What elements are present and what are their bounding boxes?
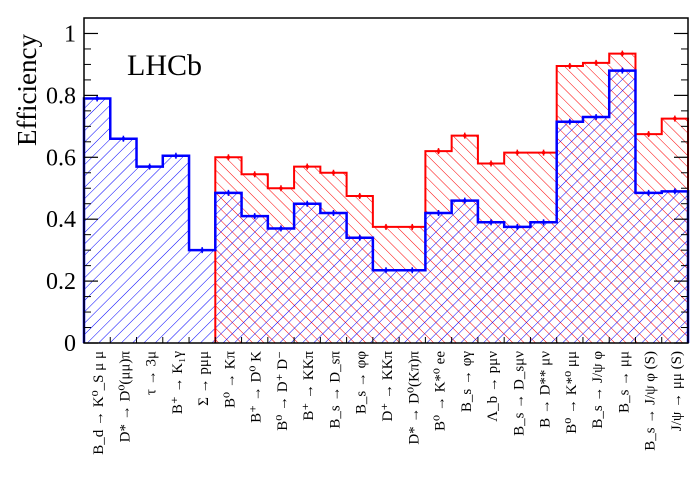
y-tick-label: 0.4 xyxy=(46,207,76,233)
x-tick-label: B_s → μμ xyxy=(616,351,632,413)
y-tick-label: 0.6 xyxy=(46,145,76,171)
red-bar-17 xyxy=(541,150,546,155)
x-tick-label: B → D** μν xyxy=(538,351,554,428)
x-tick-label: Λ_b → pμν xyxy=(485,351,501,422)
blue-bar-21 xyxy=(646,191,651,195)
blue-bar-13 xyxy=(436,211,441,215)
x-tick-label: B_s → J/ψ φ xyxy=(590,351,606,429)
red-bar-14 xyxy=(462,133,467,138)
blue-bar-17 xyxy=(541,220,546,225)
red-bar-18 xyxy=(568,64,572,68)
blue-bar-5 xyxy=(226,191,231,195)
y-tick-label: 0.8 xyxy=(46,83,76,109)
blue-bar-10 xyxy=(357,235,362,240)
red-bar-21 xyxy=(646,132,651,136)
blue-bar-16 xyxy=(515,225,520,229)
y-tick-label: 0.2 xyxy=(46,269,76,295)
x-tick-label: B⁰ → D⁺ D⁻ xyxy=(275,351,291,431)
y-tick-label: 1 xyxy=(64,21,76,47)
red-series-line xyxy=(214,52,689,343)
lhcb-label: LHCb xyxy=(127,49,202,82)
blue-bar-4 xyxy=(200,248,204,252)
red-bar-13 xyxy=(436,149,441,153)
blue-bar-20 xyxy=(620,68,625,73)
x-tick-label: D⁺ → KKπ xyxy=(380,351,396,422)
x-tick-label: Σ → pμμ xyxy=(196,351,212,406)
x-tick-label: B⁺ → K₁γ xyxy=(170,351,186,414)
x-tick-label: B⁺ → D⁰ K xyxy=(249,351,265,423)
x-tick-label: τ → 3μ xyxy=(144,351,160,395)
x-tick-label: B⁰ → Kπ xyxy=(222,351,238,408)
x-tick-label: B⁰ → K*⁰ ee xyxy=(433,351,449,431)
red-bar-5 xyxy=(226,155,231,160)
blue-bar-14 xyxy=(462,198,467,203)
x-tick-label: B_d → K⁰_S μ μ xyxy=(91,351,107,455)
blue-bar-9 xyxy=(331,211,336,215)
x-tick-label: B_s → φγ xyxy=(459,351,475,412)
red-bar-6 xyxy=(252,172,257,177)
x-tick-label: J/ψ → μμ (S) xyxy=(669,351,685,431)
blue-bar-6 xyxy=(252,214,257,218)
red-bar-12 xyxy=(410,225,415,229)
red-bar-10 xyxy=(357,194,362,198)
x-tick-label: B_s → J/ψ φ (S) xyxy=(643,351,659,451)
red-bar-11 xyxy=(384,225,388,229)
red-bar-20 xyxy=(620,51,625,56)
x-tick-label: B⁺ → KKπ xyxy=(301,351,317,421)
blue-series-area xyxy=(84,70,688,343)
y-axis-label: Efficiency xyxy=(12,34,42,146)
blue-bar-15 xyxy=(489,220,493,225)
red-bar-7 xyxy=(279,186,283,191)
red-bar-19 xyxy=(594,61,598,65)
x-tick-label: D* → D⁰(Kπ)π xyxy=(406,351,422,445)
x-tick-label: D* → D⁰(μμ)π xyxy=(117,351,133,443)
y-tick-label: 0 xyxy=(64,331,76,357)
plot-frame xyxy=(83,17,689,344)
red-bar-9 xyxy=(331,170,336,175)
red-bar-8 xyxy=(305,164,310,169)
blue-bar-0 xyxy=(95,96,99,101)
blue-bar-2 xyxy=(147,164,152,169)
blue-bar-12 xyxy=(410,268,415,273)
blue-bar-7 xyxy=(279,226,283,231)
blue-bar-8 xyxy=(305,201,310,206)
blue-bar-22 xyxy=(673,189,677,194)
blue-bar-11 xyxy=(384,268,388,273)
red-bar-22 xyxy=(673,116,677,121)
blue-bar-1 xyxy=(121,136,126,141)
x-tick-label: B_s → D_sμν xyxy=(511,351,527,436)
blue-bar-18 xyxy=(568,119,572,124)
x-tick-label: B⁰ → K*⁰ μμ xyxy=(564,351,580,434)
blue-bar-19 xyxy=(594,115,598,119)
red-bar-16 xyxy=(515,150,520,155)
x-tick-label: B_s → φφ xyxy=(354,351,370,414)
blue-series-line xyxy=(82,69,690,343)
x-tick-label: B_s → D_sπ xyxy=(327,351,343,429)
blue-bar-3 xyxy=(174,153,178,158)
red-bar-15 xyxy=(489,161,493,166)
